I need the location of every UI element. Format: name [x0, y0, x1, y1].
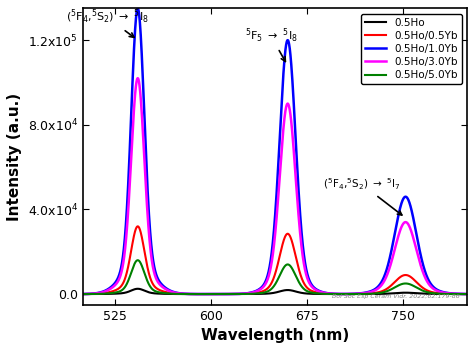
0.5Ho/1.0Yb	[330, 292, 336, 296]
0.5Ho/3.0Yb	[150, 263, 155, 267]
0.5Ho/1.0Yb	[227, 292, 233, 296]
0.5Ho/5.0Yb	[80, 292, 85, 296]
Legend: 0.5Ho, 0.5Ho/0.5Yb, 0.5Ho/1.0Yb, 0.5Ho/3.0Yb, 0.5Ho/5.0Yb: 0.5Ho, 0.5Ho/0.5Yb, 0.5Ho/1.0Yb, 0.5Ho/3…	[361, 14, 462, 84]
0.5Ho/0.5Yb	[330, 292, 336, 296]
X-axis label: Wavelength (nm): Wavelength (nm)	[201, 328, 349, 343]
0.5Ho	[227, 292, 233, 296]
0.5Ho/5.0Yb	[310, 291, 316, 295]
0.5Ho/3.0Yb	[367, 290, 373, 294]
0.5Ho/3.0Yb	[135, 76, 141, 80]
0.5Ho/5.0Yb	[227, 292, 233, 296]
0.5Ho	[80, 292, 85, 296]
Text: ($^5$F$_4$,$^5$S$_2$) $\rightarrow$ $^5$I$_7$: ($^5$F$_4$,$^5$S$_2$) $\rightarrow$ $^5$…	[323, 177, 402, 215]
0.5Ho	[210, 292, 216, 296]
0.5Ho	[150, 291, 155, 295]
0.5Ho/3.0Yb	[330, 292, 336, 296]
0.5Ho/5.0Yb	[330, 292, 336, 296]
Text: ($^5$F$_4$,$^5$S$_2$) $\rightarrow$ $^5$I$_8$: ($^5$F$_4$,$^5$S$_2$) $\rightarrow$ $^5$…	[65, 8, 148, 37]
0.5Ho/1.0Yb	[210, 292, 216, 296]
Line: 0.5Ho/3.0Yb: 0.5Ho/3.0Yb	[82, 78, 467, 294]
0.5Ho/0.5Yb	[396, 276, 401, 280]
0.5Ho	[135, 287, 141, 291]
0.5Ho/5.0Yb	[464, 292, 470, 296]
Line: 0.5Ho/5.0Yb: 0.5Ho/5.0Yb	[82, 260, 467, 294]
0.5Ho/1.0Yb	[80, 292, 85, 296]
0.5Ho/0.5Yb	[227, 292, 233, 296]
0.5Ho/5.0Yb	[135, 258, 141, 262]
0.5Ho/0.5Yb	[210, 292, 216, 296]
0.5Ho/0.5Yb	[310, 289, 316, 294]
0.5Ho/5.0Yb	[150, 287, 155, 292]
0.5Ho/5.0Yb	[396, 283, 401, 287]
0.5Ho/5.0Yb	[210, 292, 216, 296]
0.5Ho	[396, 291, 401, 295]
0.5Ho/1.0Yb	[150, 254, 155, 259]
Text: $^5$F$_5$ $\rightarrow$ $^5$I$_8$: $^5$F$_5$ $\rightarrow$ $^5$I$_8$	[245, 27, 298, 62]
0.5Ho/0.5Yb	[80, 292, 85, 296]
0.5Ho/3.0Yb	[310, 286, 316, 290]
0.5Ho/0.5Yb	[150, 281, 155, 286]
0.5Ho/3.0Yb	[227, 292, 233, 296]
0.5Ho/1.0Yb	[310, 285, 316, 289]
Text: Bol Soc Esp Ceram Vidr. 2022;62:179-86: Bol Soc Esp Ceram Vidr. 2022;62:179-86	[332, 294, 459, 299]
0.5Ho/1.0Yb	[464, 292, 470, 296]
Line: 0.5Ho/1.0Yb: 0.5Ho/1.0Yb	[82, 8, 467, 294]
0.5Ho/3.0Yb	[210, 292, 216, 296]
Line: 0.5Ho: 0.5Ho	[82, 289, 467, 294]
0.5Ho/1.0Yb	[396, 211, 401, 216]
0.5Ho/3.0Yb	[396, 232, 401, 237]
0.5Ho/3.0Yb	[464, 292, 470, 296]
0.5Ho	[310, 292, 316, 296]
0.5Ho	[464, 292, 470, 296]
0.5Ho/1.0Yb	[367, 289, 373, 294]
0.5Ho/1.0Yb	[135, 6, 141, 10]
Y-axis label: Intensity (a.u.): Intensity (a.u.)	[7, 92, 22, 220]
Line: 0.5Ho/0.5Yb: 0.5Ho/0.5Yb	[82, 226, 467, 294]
0.5Ho/0.5Yb	[135, 224, 141, 229]
0.5Ho	[330, 292, 336, 296]
0.5Ho/5.0Yb	[367, 292, 373, 296]
0.5Ho/0.5Yb	[464, 292, 470, 296]
0.5Ho	[367, 292, 373, 296]
0.5Ho/3.0Yb	[80, 292, 85, 296]
0.5Ho/0.5Yb	[367, 291, 373, 295]
